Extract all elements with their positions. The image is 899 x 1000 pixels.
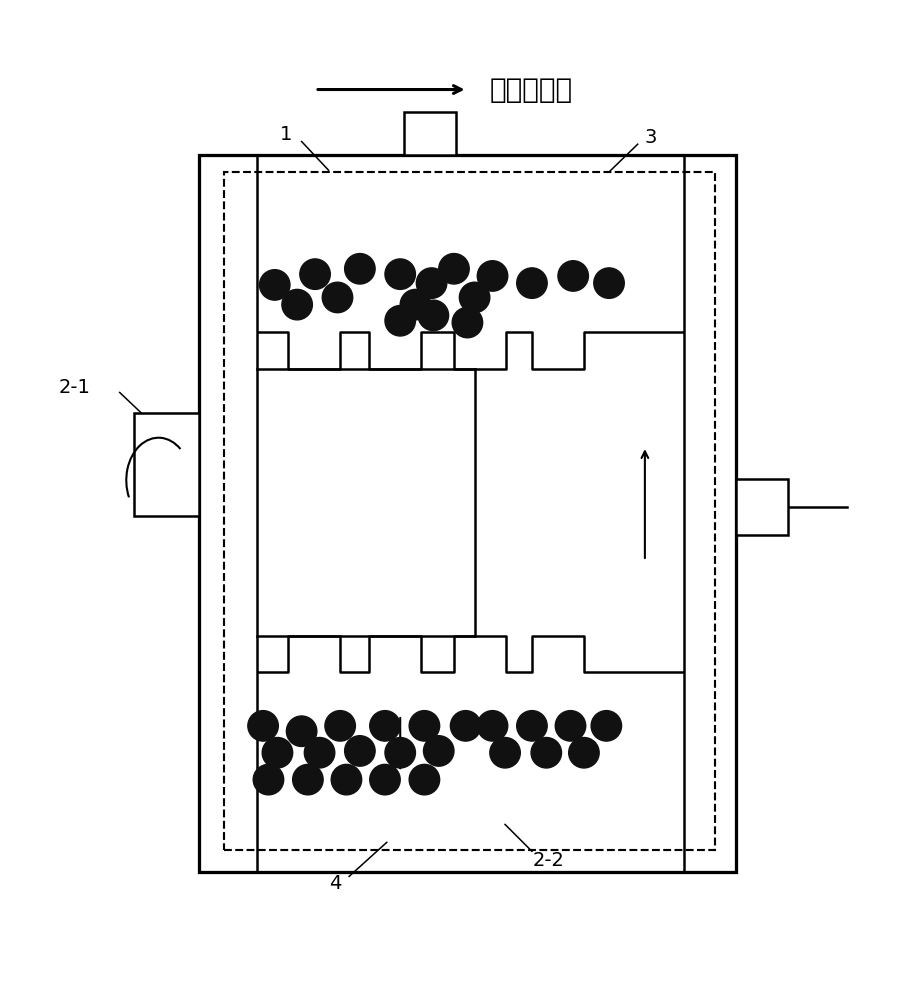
- Circle shape: [452, 307, 483, 338]
- Circle shape: [260, 270, 290, 300]
- Circle shape: [439, 254, 469, 284]
- Text: 3: 3: [645, 128, 657, 147]
- Circle shape: [325, 711, 355, 741]
- Circle shape: [409, 711, 440, 741]
- Circle shape: [409, 764, 440, 795]
- Circle shape: [293, 764, 323, 795]
- Circle shape: [477, 711, 508, 741]
- Circle shape: [331, 764, 361, 795]
- Text: 2-2: 2-2: [532, 851, 564, 870]
- Circle shape: [263, 737, 293, 768]
- Circle shape: [556, 711, 586, 741]
- Circle shape: [477, 261, 508, 291]
- Circle shape: [385, 737, 415, 768]
- Circle shape: [282, 289, 312, 320]
- Bar: [404, 112, 456, 155]
- Circle shape: [490, 737, 521, 768]
- Circle shape: [558, 261, 589, 291]
- Text: 6: 6: [441, 123, 454, 142]
- Text: 2-1: 2-1: [59, 378, 91, 397]
- Circle shape: [248, 711, 279, 741]
- Circle shape: [344, 254, 375, 284]
- Text: 浆料的走向: 浆料的走向: [490, 76, 573, 104]
- Circle shape: [300, 259, 330, 289]
- Circle shape: [459, 282, 490, 313]
- Circle shape: [531, 737, 562, 768]
- Circle shape: [287, 716, 316, 746]
- Circle shape: [385, 306, 415, 336]
- Circle shape: [517, 268, 547, 298]
- Text: 1: 1: [280, 125, 292, 144]
- Circle shape: [423, 736, 454, 766]
- Circle shape: [385, 259, 415, 289]
- Circle shape: [369, 764, 400, 795]
- Circle shape: [322, 282, 352, 313]
- Circle shape: [594, 268, 624, 298]
- Circle shape: [416, 268, 447, 298]
- Circle shape: [400, 289, 431, 320]
- Circle shape: [450, 711, 481, 741]
- Circle shape: [305, 737, 334, 768]
- Circle shape: [517, 711, 547, 741]
- Bar: [134, 413, 199, 516]
- Circle shape: [418, 300, 449, 331]
- Text: 5: 5: [764, 499, 777, 518]
- Bar: [736, 479, 788, 535]
- Circle shape: [369, 711, 400, 741]
- Text: 4: 4: [329, 874, 341, 893]
- Circle shape: [569, 737, 599, 768]
- Circle shape: [344, 736, 375, 766]
- Bar: [224, 172, 715, 850]
- Circle shape: [254, 764, 284, 795]
- Bar: [199, 155, 736, 872]
- Circle shape: [592, 711, 621, 741]
